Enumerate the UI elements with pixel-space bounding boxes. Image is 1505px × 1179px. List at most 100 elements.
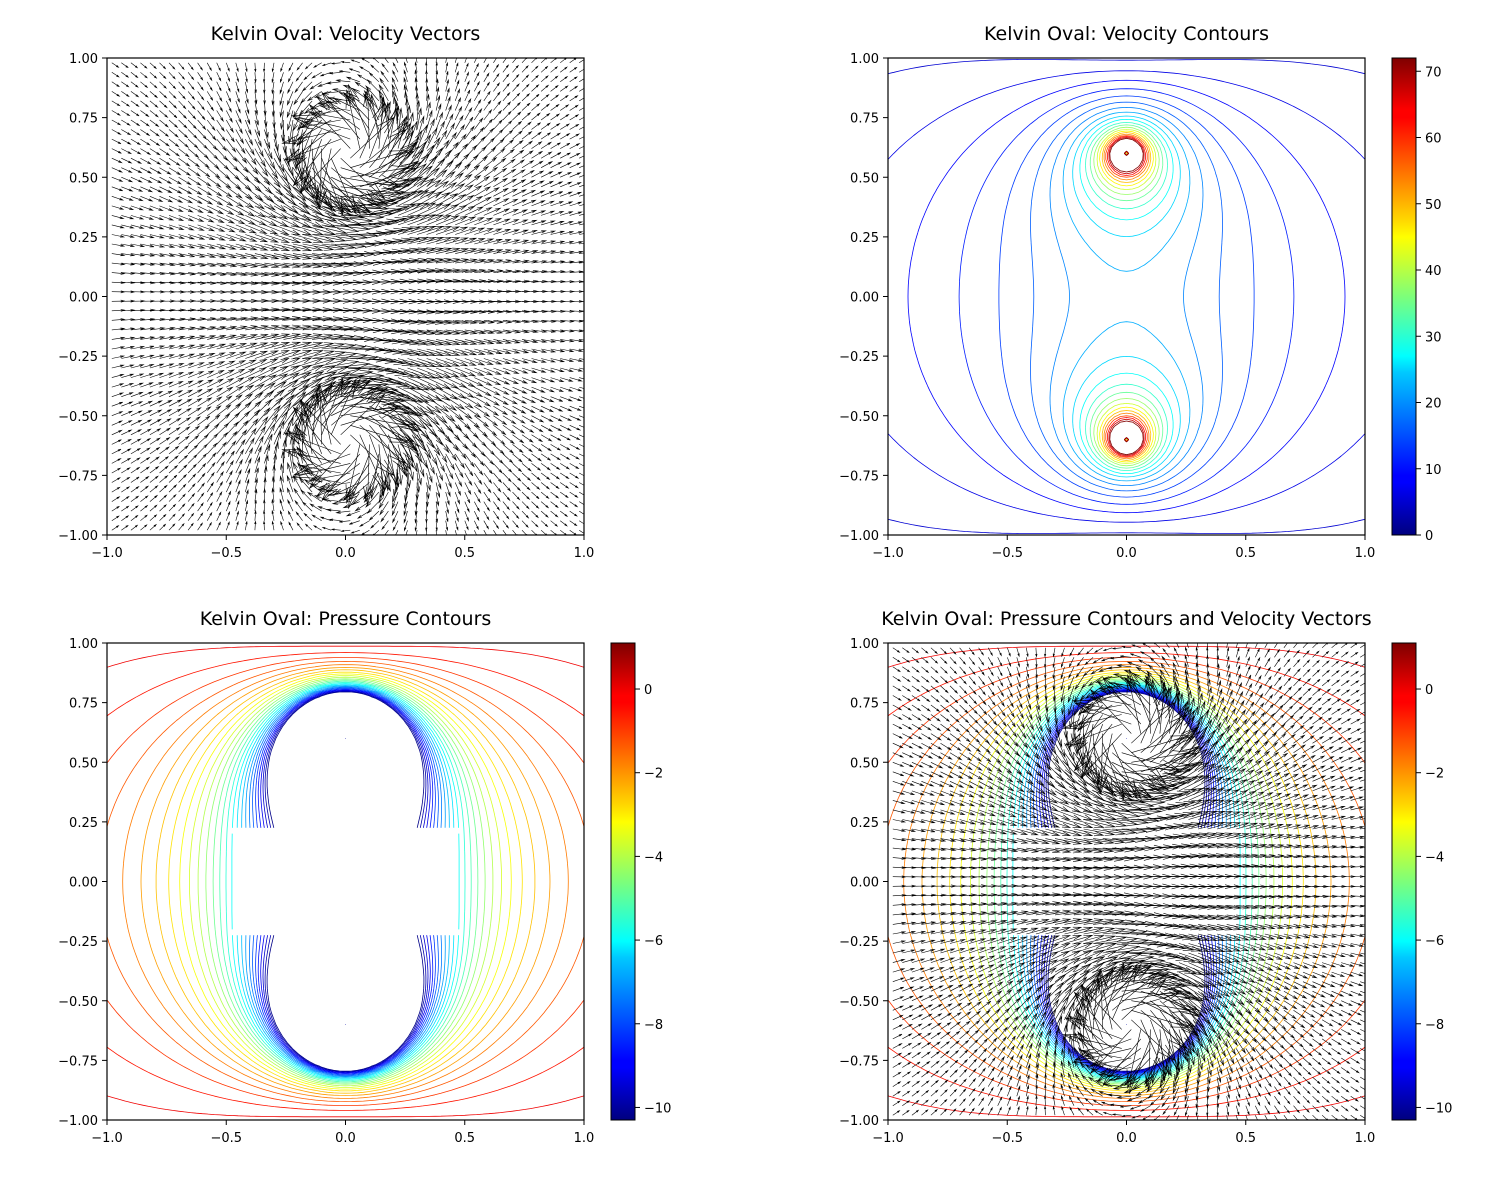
velocity-arrow — [1169, 843, 1201, 849]
velocity-arrow — [1007, 1044, 1015, 1059]
velocity-arrow — [930, 1050, 941, 1059]
velocity-arrow — [550, 75, 559, 83]
velocity-arrow — [959, 819, 977, 825]
velocity-arrow — [445, 377, 468, 389]
y-tick-label: −0.25 — [58, 935, 98, 950]
velocity-arrow — [959, 838, 976, 843]
velocity-arrow — [493, 249, 513, 254]
velocity-arrow — [940, 790, 955, 797]
x-tick-label: −1.0 — [872, 546, 904, 561]
velocity-arrow — [540, 112, 551, 121]
velocity-arrow — [1302, 744, 1316, 753]
velocity-arrow — [111, 392, 125, 397]
velocity-arrow — [483, 58, 487, 63]
velocity-arrow — [464, 434, 478, 449]
velocity-arrow — [168, 417, 182, 426]
velocity-arrow — [435, 120, 446, 140]
velocity-arrow — [321, 316, 354, 323]
velocity-arrow — [388, 268, 419, 274]
velocity-arrow — [502, 339, 521, 344]
velocity-arrow — [949, 647, 957, 655]
velocity-arrow — [1016, 1043, 1024, 1059]
velocity-arrow — [340, 251, 376, 257]
velocity-arrow — [111, 138, 122, 145]
velocity-arrow — [464, 367, 485, 376]
velocity-arrow — [521, 339, 539, 343]
velocity-arrow — [1121, 921, 1157, 927]
velocity-arrow — [149, 345, 166, 350]
velocity-arrow — [892, 657, 901, 663]
velocity-arrow — [302, 234, 336, 243]
velocity-arrow — [445, 215, 469, 226]
velocity-arrow — [1064, 926, 1094, 935]
velocity-arrow — [426, 158, 446, 178]
velocity-arrow — [969, 929, 987, 935]
velocity-arrow — [279, 100, 284, 118]
velocity-arrow — [331, 224, 371, 232]
velocity-arrow — [168, 262, 186, 267]
velocity-arrow — [292, 350, 324, 359]
velocity-arrow — [988, 828, 1008, 835]
velocity-arrow — [569, 463, 580, 470]
velocity-arrow — [216, 148, 229, 162]
velocity-arrow — [149, 465, 160, 474]
velocity-arrow — [968, 1029, 980, 1040]
velocity-arrow — [1054, 986, 1073, 1011]
velocity-arrow — [569, 434, 581, 441]
velocity-arrow — [168, 474, 178, 483]
velocity-arrow — [226, 253, 248, 259]
velocity-arrow — [550, 329, 566, 333]
velocity-arrow — [464, 125, 475, 140]
velocity-arrow — [978, 866, 998, 870]
velocity-arrow — [325, 508, 341, 512]
velocity-arrow — [531, 112, 541, 121]
velocity-arrow — [540, 491, 550, 500]
velocity-arrow — [426, 320, 453, 325]
velocity-arrow — [435, 405, 456, 423]
velocity-arrow — [560, 231, 575, 235]
velocity-arrow — [140, 456, 151, 464]
velocity-arrow — [560, 329, 575, 333]
velocity-arrow — [464, 174, 482, 188]
velocity-arrow — [1150, 763, 1197, 782]
velocity-arrow — [540, 200, 555, 207]
velocity-arrow — [464, 248, 487, 254]
velocity-arrow — [997, 1045, 1006, 1059]
contour-line — [958, 88, 1295, 505]
velocity-arrow — [279, 486, 284, 502]
velocity-arrow — [493, 228, 512, 235]
velocity-arrow — [197, 406, 212, 416]
velocity-arrow — [959, 647, 966, 656]
velocity-arrow — [328, 518, 341, 521]
velocity-arrow — [902, 1042, 913, 1049]
velocity-arrow — [531, 240, 548, 245]
velocity-arrow — [512, 377, 529, 384]
velocity-arrow — [130, 391, 144, 397]
velocity-arrow — [1016, 866, 1040, 871]
velocity-arrow — [1142, 643, 1151, 649]
velocity-arrow — [1293, 1067, 1303, 1077]
velocity-arrow — [1093, 944, 1129, 954]
velocity-arrow — [987, 676, 995, 686]
velocity-arrow — [521, 219, 538, 226]
velocity-arrow — [378, 367, 415, 377]
velocity-arrow — [254, 456, 261, 474]
velocity-arrow — [921, 847, 937, 851]
velocity-arrow — [286, 100, 294, 119]
velocity-arrow — [1073, 865, 1104, 871]
velocity-arrow — [168, 426, 181, 436]
velocity-arrow — [892, 704, 903, 711]
velocity-arrow — [445, 172, 465, 188]
velocity-arrow — [111, 167, 124, 173]
velocity-arrow — [1035, 704, 1042, 722]
velocity-arrow — [1093, 865, 1125, 871]
velocity-arrow — [997, 790, 1016, 801]
velocity-arrow — [149, 205, 164, 212]
velocity-arrow — [1026, 1022, 1036, 1040]
velocity-arrow — [512, 472, 522, 482]
velocity-arrow — [1159, 990, 1201, 1018]
velocity-arrow — [1007, 723, 1018, 738]
velocity-arrow — [349, 520, 360, 525]
velocity-arrow — [188, 344, 206, 350]
velocity-arrow — [416, 472, 421, 494]
